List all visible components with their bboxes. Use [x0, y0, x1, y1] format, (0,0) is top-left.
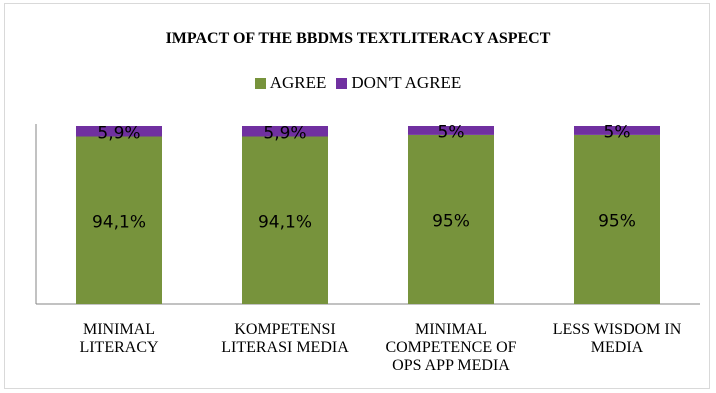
x-tick-label: MINIMAL LITERACY [79, 321, 159, 356]
x-tick-label-line: MINIMAL [415, 321, 487, 338]
data-label: 5,9% [97, 123, 140, 143]
x-tick-label-line: MINIMAL [83, 321, 155, 338]
bar-segment-dont-agree [574, 126, 660, 135]
data-label: 5,9% [263, 123, 306, 143]
bar-segment-agree [242, 136, 328, 304]
bar-segment-dont-agree [408, 126, 494, 135]
bar-segment-dont-agree [242, 126, 328, 137]
bar-segment-agree [574, 134, 660, 304]
x-tick-label-line: MEDIA [591, 339, 644, 356]
x-tick-label-line: LESS WISDOM IN [553, 321, 682, 338]
x-tick-label-line: LITERASI MEDIA [221, 339, 349, 356]
bar-segment-agree [76, 136, 162, 304]
x-tick-label-line: LITERACY [79, 339, 159, 356]
data-label: 94,1% [92, 212, 146, 232]
data-label: 5% [438, 122, 465, 142]
legend-label-agree: AGREE [269, 73, 327, 92]
x-tick-label-line: KOMPETENSI [234, 321, 335, 338]
chart-title: IMPACT OF THE BBDMS TEXTLITERACY ASPECT [165, 30, 551, 47]
data-label: 94,1% [258, 212, 312, 232]
x-tick-label-line: OPS APP MEDIA [392, 357, 510, 374]
x-tick-label: LESS WISDOM IN MEDIA [553, 321, 682, 356]
legend-label-dont-agree: DON'T AGREE [351, 73, 462, 92]
bar-segment-agree [408, 134, 494, 304]
legend-swatch-agree [254, 77, 266, 89]
chart-legend: AGREE DON'T AGREE [0, 73, 716, 93]
data-label: 95% [598, 211, 636, 231]
x-tick-label: MINIMAL COMPETENCE OF OPS APP MEDIA [385, 321, 516, 374]
legend-item-dont-agree: DON'T AGREE [336, 73, 461, 93]
legend-swatch-dont-agree [336, 77, 348, 89]
legend-item-agree: AGREE [254, 73, 327, 93]
x-tick-label: KOMPETENSI LITERASI MEDIA [221, 321, 349, 356]
bar-segment-dont-agree [76, 126, 162, 137]
data-label: 95% [432, 211, 470, 231]
data-label: 5% [604, 122, 631, 142]
x-tick-label-line: COMPETENCE OF [385, 339, 516, 356]
